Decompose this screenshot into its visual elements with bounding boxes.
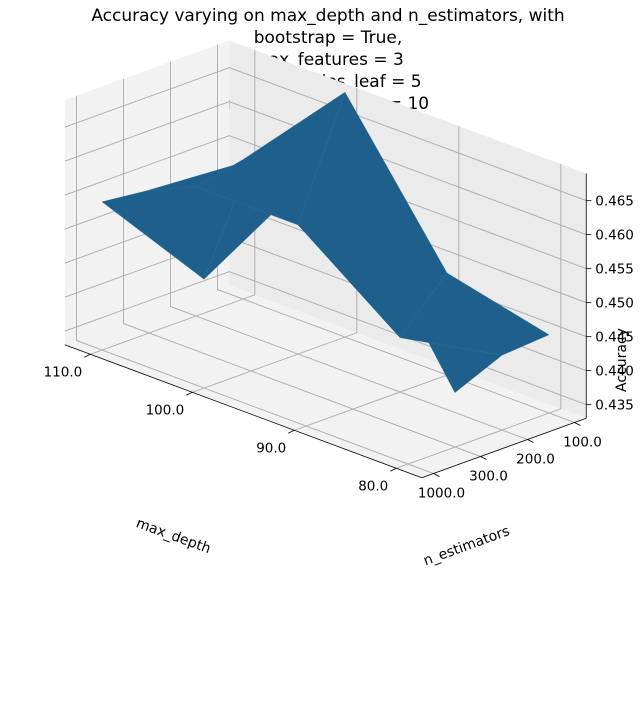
grid-line-n-estimators	[170, 61, 528, 440]
axis-lines	[64, 173, 587, 479]
x-tick-label: 100.0	[146, 402, 185, 418]
z-tick-label: 0.465	[595, 194, 634, 210]
y-tick-label: 200.0	[516, 452, 555, 468]
grid-line-max-depth	[396, 164, 562, 469]
grid-line-accuracy	[64, 67, 587, 202]
grid-line-n-estimators	[123, 78, 481, 457]
x-tick-mark	[288, 429, 295, 434]
y-tick-mark	[527, 439, 534, 443]
z-tick-label: 0.460	[595, 228, 634, 244]
title-line-1: Accuracy varying on max_depth and n_esti…	[91, 6, 564, 26]
grid-line-n-estimators	[76, 95, 434, 474]
y-axis-label: n_estimators	[421, 523, 511, 569]
y-tick-mark	[574, 422, 581, 426]
title-line-2: bootstrap = True,	[254, 28, 403, 48]
z-axis-label: Accuracy	[614, 328, 630, 392]
x-axis-label: max_depth	[134, 515, 213, 557]
z-tick-label: 0.450	[595, 296, 634, 312]
grid-line-accuracy	[64, 135, 587, 270]
floor-pane	[64, 285, 587, 478]
z-tick-label: 0.440	[595, 364, 634, 380]
x-tick-label: 110.0	[44, 364, 83, 380]
z-tick-label: 0.455	[595, 262, 634, 278]
y-tick-label: 1000.0	[418, 486, 465, 502]
surface-face	[399, 272, 550, 356]
grid-line-max-depth	[90, 50, 256, 355]
y-tick-label: 100.0	[563, 435, 602, 451]
x-axis-line	[64, 344, 422, 479]
y-axis-line	[421, 417, 587, 479]
y-tick-mark	[433, 473, 440, 477]
x-tick-label: 80.0	[358, 478, 388, 494]
z-tick-label: 0.445	[595, 330, 634, 346]
y-tick-label: 300.0	[469, 469, 508, 485]
x-tick-mark	[390, 467, 397, 472]
y-tick-mark	[480, 456, 487, 460]
surface-mesh	[101, 91, 550, 393]
z-tick-label: 0.435	[595, 398, 634, 414]
x-tick-mark	[186, 391, 193, 396]
grid-line-accuracy	[64, 101, 587, 236]
x-tick-mark	[84, 353, 91, 358]
x-tick-label: 90.0	[256, 440, 286, 456]
